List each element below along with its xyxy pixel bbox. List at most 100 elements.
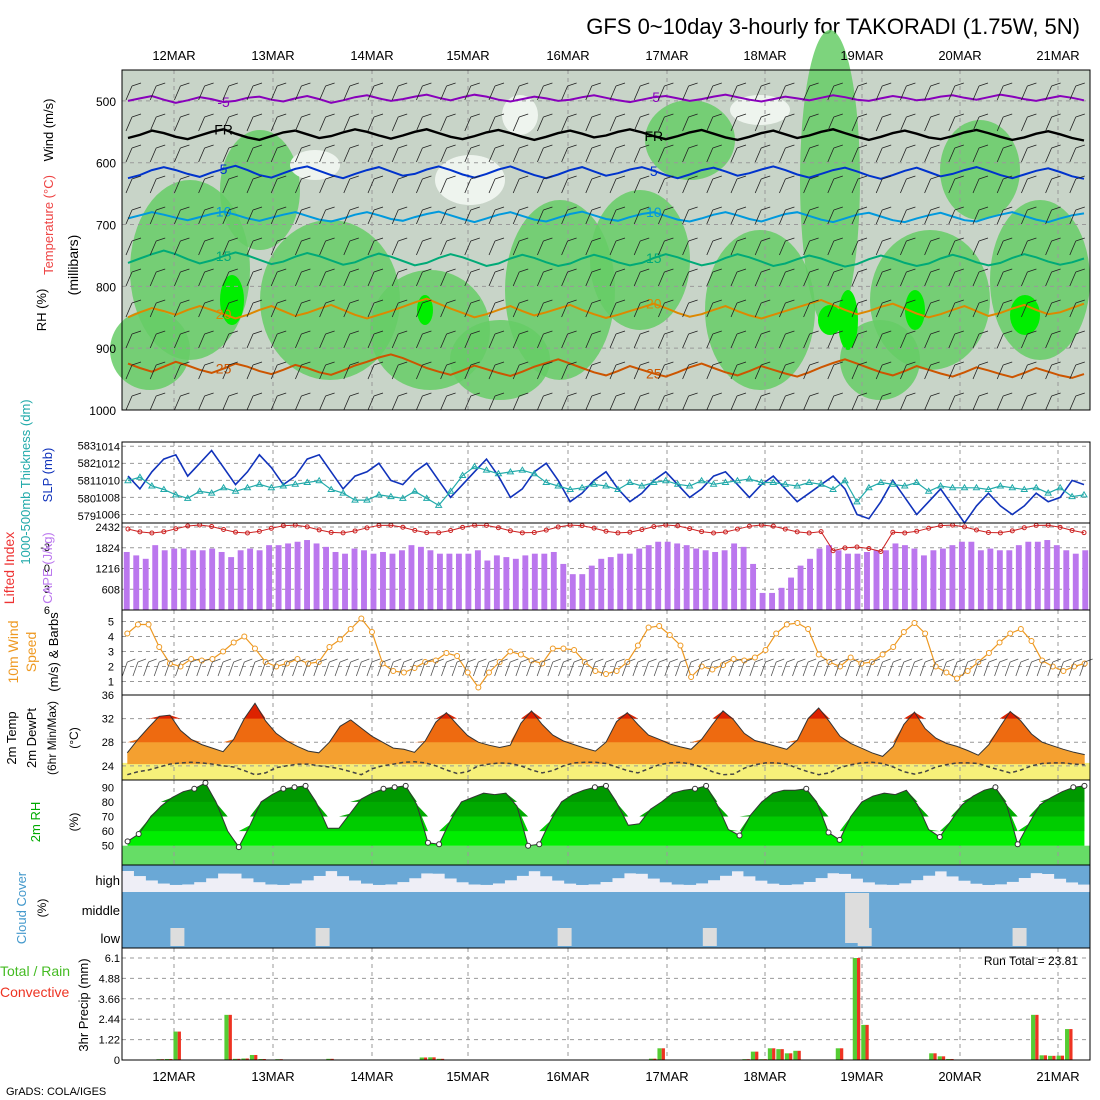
wind-barb	[488, 237, 505, 256]
cape-bar	[123, 551, 130, 610]
wind-barb	[996, 392, 1013, 411]
wind-barb	[174, 392, 190, 411]
wind-speed-point	[794, 620, 801, 626]
wind-speed-point	[1060, 668, 1067, 674]
wind-barb	[851, 268, 868, 287]
wind-barb	[464, 268, 480, 287]
wind-barb	[658, 206, 674, 225]
wind-barb	[537, 237, 553, 256]
wind-barb-10m	[430, 658, 444, 677]
thickness-point	[602, 482, 610, 489]
date-label-top: 16MAR	[546, 48, 589, 63]
wind-barb	[609, 299, 626, 318]
thickness-point	[339, 489, 347, 496]
wind-barb	[125, 392, 142, 411]
wind-barb	[706, 268, 722, 287]
precip-total-bar	[929, 1053, 934, 1060]
isotherm-label: 15	[216, 248, 232, 264]
cape-bar	[750, 563, 757, 610]
cape-bar	[883, 550, 889, 610]
rh-dry-area	[730, 95, 790, 125]
cape-tick: 2432	[96, 522, 120, 534]
cape-bar	[493, 555, 500, 610]
wind-barb	[367, 237, 384, 256]
wind-barb	[754, 330, 771, 349]
wind-barb	[174, 237, 190, 256]
thickness-point	[745, 475, 754, 482]
wind-barb	[367, 206, 384, 225]
thickness-point	[482, 466, 491, 473]
rh2m-point	[424, 839, 431, 846]
wind-barb	[149, 268, 166, 287]
lifted-index-axis-title: Lifted Index	[1, 532, 17, 604]
wind-barb	[585, 175, 601, 194]
run-total-label: Run Total = 23.81	[984, 954, 1079, 968]
precip-convective-bar	[237, 1058, 241, 1060]
cape-bar	[835, 550, 842, 610]
wind-barb	[706, 206, 722, 225]
wind-barb-10m	[983, 658, 998, 677]
cloud-high-bar	[313, 865, 326, 876]
wind-barb	[198, 175, 214, 194]
wind-speed-point	[773, 630, 780, 637]
rh2m-tick: 90	[102, 782, 114, 794]
panel-frame-upper-air	[121, 69, 1091, 411]
cloud-high-bar	[564, 865, 577, 884]
wind-speed-point	[1007, 630, 1014, 637]
thickness-point	[1032, 483, 1041, 491]
cloud-high-bar	[671, 865, 685, 885]
thickness-point	[506, 467, 515, 475]
cape-tick: 1824	[96, 543, 120, 555]
precip-total-bar	[164, 1058, 170, 1060]
panel-frames	[121, 69, 1091, 1061]
wind-barb-10m	[738, 658, 753, 677]
cloud-high-bar	[910, 865, 924, 881]
wind-barb	[730, 330, 747, 349]
wind-barb	[827, 299, 843, 318]
wind-barb	[440, 82, 456, 101]
wind-barb	[682, 268, 698, 287]
wind-barb	[633, 82, 650, 101]
thickness-point	[195, 487, 204, 494]
wind-barb-10m	[153, 658, 168, 677]
wind-barb	[174, 361, 190, 380]
wind-speed-point	[145, 621, 152, 628]
wind-barb-10m	[366, 658, 381, 677]
wind-barb	[416, 330, 432, 349]
wind-barb	[561, 82, 577, 101]
rh2m-point	[391, 784, 398, 791]
wind-barb	[1045, 361, 1061, 380]
cloud-high-bar	[1054, 865, 1067, 879]
wind-barb	[682, 206, 698, 225]
cloud-high-bar	[839, 865, 852, 874]
wind-barb	[222, 299, 238, 318]
wind-barb	[730, 113, 747, 132]
wind-barb	[924, 237, 940, 256]
wind-speed-point	[220, 648, 227, 655]
cape-bar	[351, 548, 358, 610]
wind-barb	[416, 175, 432, 194]
cape-bar	[389, 553, 396, 610]
isotherm-label: 20	[646, 296, 662, 312]
cape-bar	[664, 541, 671, 610]
cape-bar	[266, 545, 273, 610]
cape-bar	[512, 558, 519, 610]
cape-bar	[807, 558, 813, 610]
wind-barb	[1021, 299, 1037, 318]
cape-bar	[152, 545, 159, 610]
precip-convective-bar	[1043, 1055, 1048, 1060]
wind-barb	[754, 144, 771, 163]
wind-barb-10m	[462, 658, 476, 677]
wind-speed-point	[603, 671, 609, 677]
wind-barb	[125, 330, 142, 349]
cape-bar	[939, 548, 946, 610]
date-label-bottom: 18MAR	[743, 1069, 786, 1084]
wind-barb	[730, 144, 747, 163]
date-label-top: 18MAR	[743, 48, 786, 63]
cape-bar	[778, 587, 785, 610]
wind-barb	[779, 392, 795, 411]
wind-barb	[1021, 144, 1037, 163]
wind-barb	[464, 330, 480, 349]
cape-bar	[920, 555, 927, 610]
wind-speed-point	[645, 624, 652, 631]
